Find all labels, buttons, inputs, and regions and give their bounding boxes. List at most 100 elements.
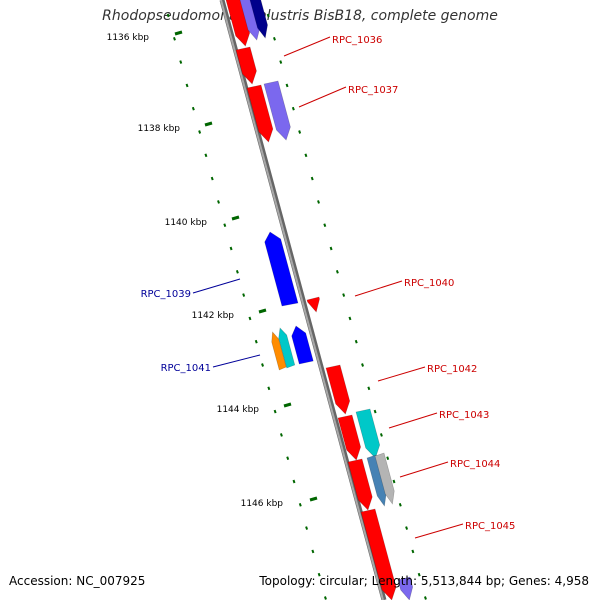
gene-arrow-rpc1044 — [366, 454, 387, 507]
scale-tick — [424, 596, 427, 600]
scale-tick — [191, 106, 195, 111]
major-tick — [283, 402, 292, 408]
scale-tick — [267, 386, 271, 391]
gene-arrow-rpc1043 — [355, 408, 381, 459]
label-leader-line — [354, 280, 403, 297]
genome-backbone-highlight — [220, 0, 384, 600]
label-leader-line — [192, 278, 241, 294]
scale-label: 1146 kbp — [241, 499, 284, 509]
gene-arrow-rpc1039 — [264, 231, 299, 307]
scale-tick — [298, 130, 302, 134]
genome-summary: Topology: circular; Length: 5,513,844 bp… — [259, 574, 589, 588]
gene-label-rpc-1045[interactable]: RPC_1045 — [465, 521, 515, 532]
scale-tick — [279, 433, 283, 437]
gene-label-rpc-1043[interactable]: RPC_1043 — [439, 410, 489, 421]
gene-arrow — [347, 458, 373, 511]
gene-label-rpc-1039[interactable]: RPC_1039 — [141, 289, 191, 300]
gene-arrow-rpc1040 — [306, 296, 320, 313]
gene-arrow-rpc1041 — [271, 331, 287, 371]
gene-arrow — [263, 80, 291, 141]
scale-tick — [204, 153, 208, 158]
gene-label-rpc-1040[interactable]: RPC_1040 — [404, 278, 454, 289]
scale-tick — [405, 526, 409, 530]
label-leader-line — [414, 523, 464, 539]
label-leader-line — [283, 36, 331, 57]
gene-arrow — [249, 0, 268, 39]
scale-tick — [279, 60, 283, 64]
scale-tick — [317, 200, 320, 204]
scale-tick — [298, 502, 302, 507]
major-tick — [204, 121, 213, 127]
scale-tick — [324, 596, 327, 600]
scale-tick — [304, 153, 308, 158]
scale-tick — [242, 293, 246, 297]
gene-label-rpc-1041[interactable]: RPC_1041 — [161, 363, 211, 374]
gene-labels: RPC_1036 RPC_1037 RPC_1039 RPC_1040 RPC_1041… — [141, 35, 515, 539]
scale-tick — [185, 83, 189, 88]
major-tick — [231, 215, 240, 221]
scale-tick — [254, 339, 258, 344]
scale-tick — [285, 83, 289, 88]
scale-tick — [310, 176, 314, 181]
map-title: Rhodopseudomonas palustris BisB18, compl… — [102, 8, 498, 24]
scale-tick — [348, 316, 352, 321]
scale-tick — [210, 176, 214, 181]
scale-tick — [417, 572, 421, 577]
scale-tick — [173, 36, 176, 41]
gene-arrow-rpc1045 — [360, 508, 397, 600]
scale-tick — [323, 223, 327, 228]
gene-arrow — [291, 325, 314, 365]
scale-label: 1138 kbp — [138, 124, 181, 134]
scale-tick — [223, 223, 227, 228]
gene-arrow — [374, 452, 395, 505]
scale-tick — [229, 246, 233, 251]
scale-label: 1140 kbp — [165, 218, 208, 228]
scale-tick — [367, 386, 371, 391]
scale-tick — [411, 549, 415, 554]
scale-label: 1136 kbp — [107, 33, 150, 43]
major-tick — [174, 30, 183, 36]
major-tick — [309, 496, 318, 502]
scale-tick — [273, 36, 276, 41]
gene-arrow-rpc1036 — [235, 46, 257, 85]
label-leader-line — [298, 86, 347, 108]
gene-label-rpc-1042[interactable]: RPC_1042 — [427, 364, 477, 375]
scale-tick — [198, 130, 202, 134]
accession-text: Accession: NC_007925 — [9, 574, 146, 588]
gene-arrow-rpc1042 — [325, 364, 351, 415]
scale-tick — [305, 526, 309, 530]
scale-tick — [354, 339, 358, 344]
scale-tick — [286, 456, 290, 461]
scale-label: 1144 kbp — [217, 405, 260, 415]
scale-tick — [179, 60, 183, 64]
gene-label-rpc-1036[interactable]: RPC_1036 — [332, 35, 382, 46]
gene-arrow-rpc1037 — [246, 84, 274, 143]
scale-tick — [166, 13, 170, 18]
scale-tick — [361, 363, 364, 367]
label-leader-line — [388, 412, 438, 429]
scale-tick — [373, 409, 377, 414]
scale-tick — [317, 572, 321, 577]
label-leader-line — [212, 354, 261, 368]
scale-tick — [266, 13, 270, 18]
scale-tick — [261, 363, 264, 367]
scale-tick — [386, 456, 390, 461]
scale-tick — [335, 269, 339, 274]
scale-tick — [292, 479, 296, 484]
scale-ticks: 1136 kbp 1138 kbp 1140 kbp 1142 kbp 1144 kbp… — [107, 13, 427, 600]
scale-tick — [235, 269, 239, 274]
gene-arrow — [337, 414, 361, 461]
label-leader-line — [377, 366, 426, 382]
major-tick — [258, 308, 267, 314]
scale-tick — [398, 502, 402, 507]
gene-features — [225, 0, 414, 600]
scale-tick — [217, 200, 220, 204]
gene-arrow — [278, 327, 296, 369]
scale-tick — [329, 246, 333, 251]
gene-label-rpc-1037[interactable]: RPC_1037 — [348, 85, 398, 96]
gene-label-rpc-1044[interactable]: RPC_1044 — [450, 459, 500, 470]
scale-tick — [392, 479, 396, 484]
scale-tick — [311, 549, 315, 554]
scale-tick — [248, 316, 252, 321]
